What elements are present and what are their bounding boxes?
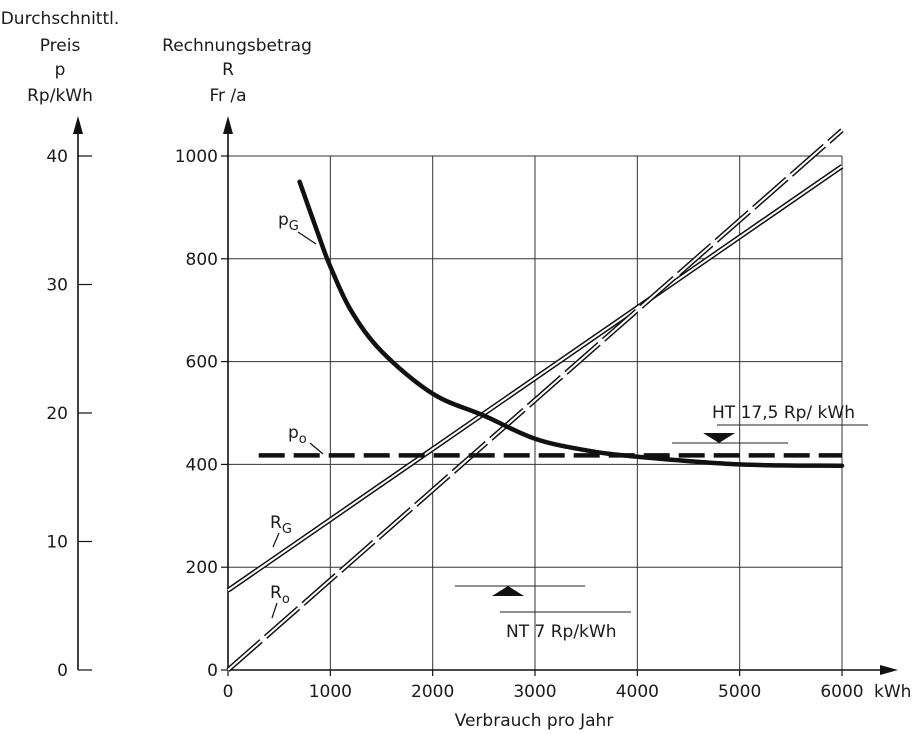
series-label-po: po xyxy=(288,423,307,447)
ht-arrow-icon xyxy=(703,433,735,443)
left-header-line-4: Rp/kWh xyxy=(27,86,93,106)
x-tick-label: 4000 xyxy=(616,682,659,702)
right-header-line-3: Fr /a xyxy=(209,86,246,106)
p-axis-arrow xyxy=(73,116,83,134)
x-tick-label: 2000 xyxy=(411,682,454,702)
series-label-leader xyxy=(272,532,280,548)
p-tick-label: 10 xyxy=(46,533,68,553)
right-header-line-1: Rechnungsbetrag xyxy=(162,36,312,56)
nt-label: NT 7 Rp/kWh xyxy=(506,622,616,642)
series xyxy=(226,128,845,672)
series-label-ro: Ro xyxy=(270,583,290,607)
series-labels: pG po RG Ro xyxy=(270,210,324,619)
series-pg-line xyxy=(297,179,845,468)
r-tick-label: 800 xyxy=(186,250,218,270)
right-header-line-2: R xyxy=(222,60,234,80)
x-tick-label: 5000 xyxy=(718,682,761,702)
x-tick-label: 3000 xyxy=(513,682,556,702)
r-tick-label: 0 xyxy=(207,661,218,681)
r-tick-label: 1000 xyxy=(175,147,218,167)
axes xyxy=(73,116,898,675)
x-axis-unit: kWh xyxy=(874,682,911,702)
x-axis-label: Verbrauch pro Jahr xyxy=(455,711,614,731)
left-header-line-3: p xyxy=(55,60,66,80)
series-label-leader xyxy=(271,602,278,619)
series-label-pg: pG xyxy=(278,210,299,234)
r-tick-label: 400 xyxy=(186,455,218,475)
p-tick-label: 40 xyxy=(46,147,68,167)
x-tick-label: 1000 xyxy=(309,682,352,702)
series-label-leader xyxy=(297,231,317,245)
x-tick-label: 0 xyxy=(223,682,234,702)
r-axis-arrow xyxy=(223,116,233,134)
ht-label: HT 17,5 Rp/ kWh xyxy=(712,403,855,423)
axis-headers: Durchschnittl. Preis p Rp/kWh Rechnungsb… xyxy=(1,9,312,106)
p-tick-label: 20 xyxy=(46,404,68,424)
annotations: HT 17,5 Rp/ kWh NT 7 Rp/kWh xyxy=(455,403,868,642)
r-tick-label: 200 xyxy=(186,558,218,578)
series-rg-line-core xyxy=(227,165,843,592)
series-label-leader xyxy=(309,442,324,455)
left-header-line-1: Durchschnittl. xyxy=(1,9,120,29)
p-tick-label: 0 xyxy=(57,661,68,681)
p-tick-label: 30 xyxy=(46,276,68,296)
nt-arrow-icon xyxy=(492,586,524,596)
series-ro-line-core xyxy=(227,129,843,671)
x-tick-label: 6000 xyxy=(820,682,863,702)
series-label-rg: RG xyxy=(270,513,292,537)
r-tick-label: 600 xyxy=(186,353,218,373)
left-header-line-2: Preis xyxy=(40,36,81,56)
x-axis-arrow xyxy=(880,665,898,675)
tick-labels: 0 1000 2000 3000 4000 5000 6000020040060080010… xyxy=(46,147,863,702)
grid xyxy=(228,155,843,670)
